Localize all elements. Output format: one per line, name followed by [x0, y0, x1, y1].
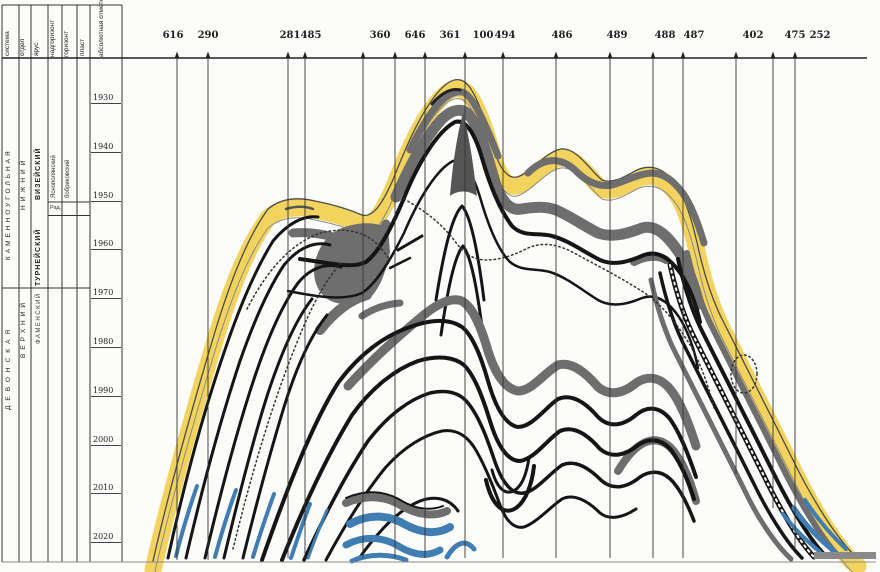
elevation-tick: 1930: [91, 93, 121, 104]
bc-grey: [342, 493, 451, 519]
well-label: 486: [551, 30, 573, 41]
well-label: 281: [279, 30, 301, 41]
col-header-stage: ярус: [33, 42, 40, 57]
horizon-bobrikovsky: бобриковский: [65, 159, 71, 198]
bc-blue-2: [342, 535, 444, 558]
crest-hinge-2: [439, 244, 485, 337]
blue-left-3: [251, 492, 276, 559]
geology-layers: [144, 79, 876, 572]
blue-left-1: [174, 484, 199, 558]
well-label: 488: [654, 30, 676, 41]
system-carboniferous: КАМЕННОУГОЛЬНАЯ: [5, 148, 12, 260]
rflank-black-1: [676, 257, 828, 558]
black-crest-arc: [430, 88, 462, 106]
superhorizon-radaevsky: Рад.: [50, 205, 62, 211]
syncline-chevron-2: [490, 456, 531, 494]
rflank-grey-2: [648, 277, 794, 562]
rflank-white-dots: [669, 264, 815, 558]
col-header-series: отдел: [19, 38, 26, 56]
bc-blue-1: [346, 512, 454, 536]
blue-left-4: [289, 502, 312, 560]
stage-famennian: ФАМЕНСКИЙ: [36, 292, 42, 344]
surface-outline: [152, 79, 859, 562]
black-dash-a: [396, 234, 424, 252]
well-label: 494: [494, 30, 516, 41]
well-label: 402: [742, 30, 764, 41]
blue-right-2: [781, 512, 822, 554]
col-header-system: система: [4, 31, 11, 56]
well-label: 290: [197, 30, 219, 41]
well-label: 616: [162, 30, 184, 41]
stage-visean: ВИЗЕЙСКИЙ: [35, 147, 42, 200]
deep-layer-4: [324, 429, 638, 562]
stage-tournaisian: ТУРНЕЙСКИЙ: [35, 228, 42, 286]
grey-in-yellow-crest: [406, 88, 502, 160]
series-upper: ВЕРХНИЙ: [20, 298, 27, 358]
col-header-superhorizon: надгоризонт: [49, 19, 56, 57]
crest-hinge-1: [434, 204, 486, 302]
flank-line-4: [222, 297, 314, 560]
blue-right-3: [803, 498, 848, 551]
well-label: 252: [809, 30, 831, 41]
deep-layer-1: [260, 319, 698, 562]
well-label: 360: [369, 30, 391, 41]
well-label: 487: [683, 30, 705, 41]
grey-dash-a: [358, 299, 404, 320]
blue-left-2: [213, 488, 238, 559]
deep-grey-band: [343, 295, 701, 451]
black-layer-1: [298, 119, 702, 324]
crest-core-fill: [450, 113, 477, 196]
flank-line-3: [203, 264, 343, 560]
dotted-correlation-lines: [232, 198, 758, 550]
rflank-black-2: [658, 271, 804, 560]
flank-line-1: [166, 215, 320, 560]
well-label: 100: [472, 30, 494, 41]
bc-blue-3: [349, 552, 409, 564]
subyellow-grey-main: [390, 104, 705, 310]
flank-line-5: [241, 313, 329, 560]
table-grid: [1, 4, 123, 562]
elevation-tick: 2010: [91, 483, 121, 495]
col-header-bed: пласт: [79, 38, 86, 56]
black-dash-b: [388, 256, 412, 270]
bottom-right-grey-bar: [814, 552, 876, 559]
elevation-tick: 1950: [91, 191, 121, 202]
elevation-tick: 1980: [91, 337, 121, 348]
elevation-tick: 1960: [91, 239, 121, 251]
system-devonian: ДЕВОНСКАЯ: [5, 324, 12, 410]
deep-layer-3: [302, 389, 696, 562]
syncline-chevron-1: [484, 464, 536, 513]
series-lower: НИЖНИЙ: [20, 156, 27, 210]
superhorizon-yasnopolyansky: Яснополянский: [51, 155, 57, 198]
grey-in-yellow-right: [524, 157, 708, 247]
elevation-tick: 2000: [91, 435, 121, 446]
blue-left-5: [306, 508, 329, 560]
bc-blue-chevron: [444, 540, 477, 560]
elevation-tick: 1940: [91, 142, 121, 153]
col-header-horizon: горизонт: [63, 30, 70, 57]
blue-right-1: [791, 505, 837, 554]
elevation-tick: 1970: [91, 288, 121, 300]
well-label: 475: [784, 30, 806, 41]
yellow-marker-bed: [144, 80, 867, 572]
well-label: 485: [300, 30, 322, 41]
elevation-tick: 2020: [91, 532, 121, 544]
streak-in-yellow-left: [284, 205, 315, 211]
rflank-grey-1: [684, 250, 841, 559]
elevation-tick: 1990: [91, 386, 121, 397]
well-label: 361: [439, 30, 461, 41]
well-lines: [174, 51, 798, 560]
well-label: 646: [404, 30, 426, 41]
well-label: 489: [606, 30, 628, 41]
col-header-elevation: абсолютная отметка: [98, 0, 105, 57]
flank-line-2: [184, 242, 332, 560]
